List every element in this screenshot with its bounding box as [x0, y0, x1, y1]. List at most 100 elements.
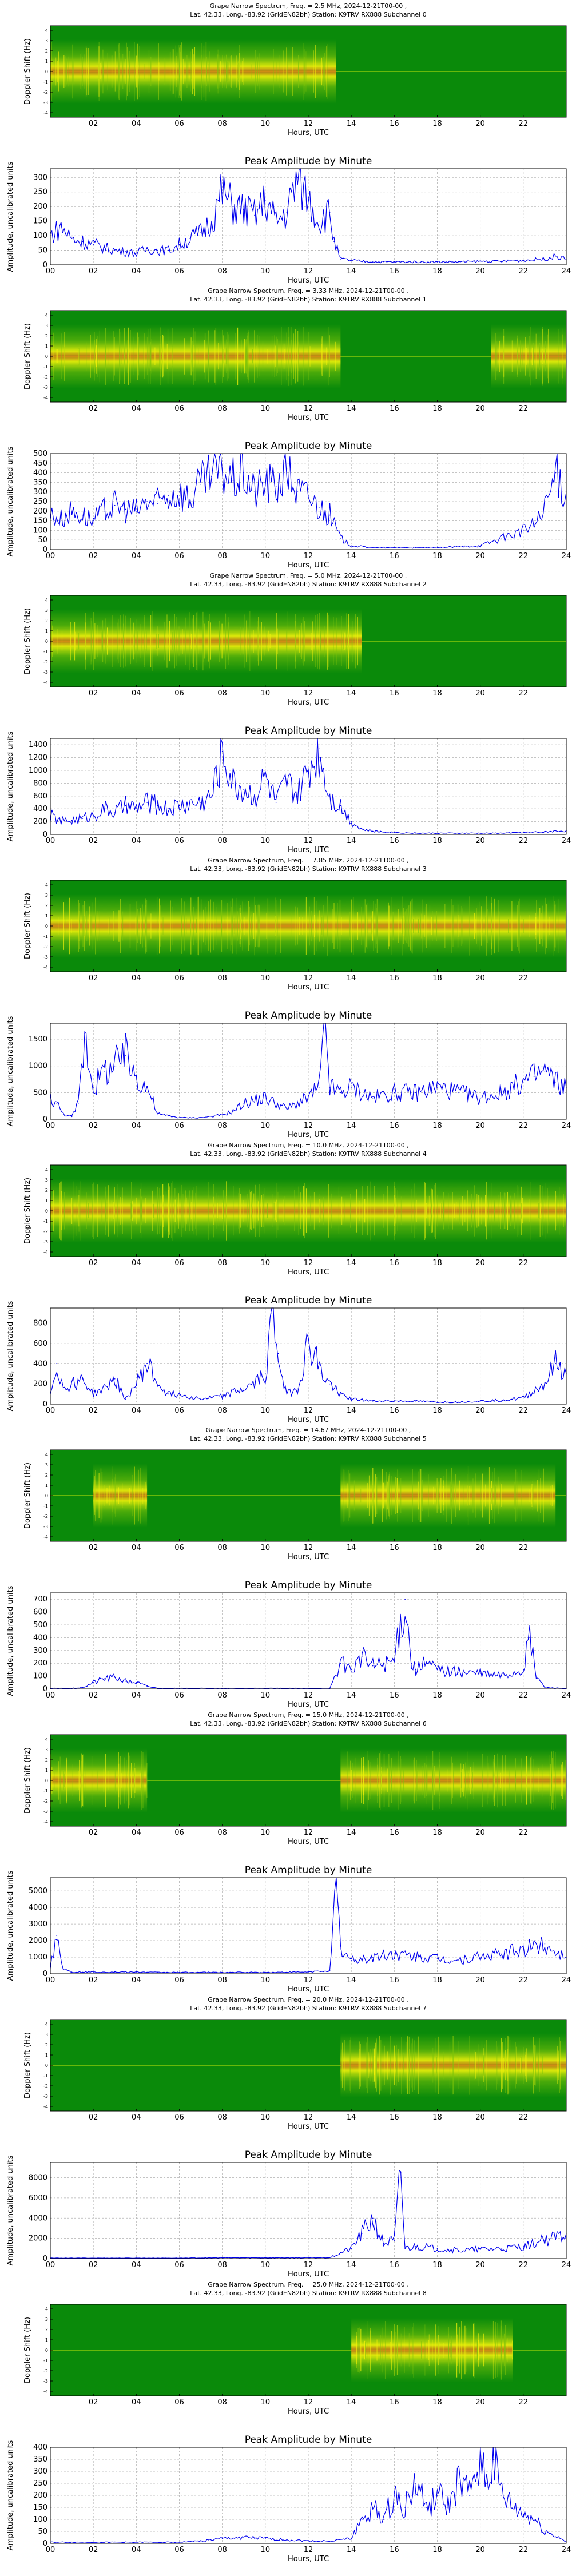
amplitude-point — [329, 1383, 331, 1385]
x-tick-label: 10 — [261, 1544, 271, 1552]
amplitude-point — [394, 547, 395, 548]
y-tick-label: 3 — [45, 893, 48, 898]
y-tick-label: -4 — [43, 1535, 48, 1540]
x-tick-label: 06 — [174, 837, 184, 845]
amplitude-point — [297, 177, 299, 178]
amplitude-point — [362, 1656, 363, 1657]
x-tick-label: 04 — [132, 1691, 141, 1700]
amplitude-point — [82, 514, 84, 516]
y-tick-label: -3 — [43, 2379, 48, 2384]
amplitude-point — [351, 1398, 352, 1400]
amplitude-point — [60, 518, 62, 520]
y-tick-label: 0 — [43, 1970, 47, 1978]
amplitude-point — [146, 1685, 148, 1687]
amplitude-point — [104, 247, 105, 248]
amplitude-point — [168, 495, 169, 496]
amplitude-point — [372, 1400, 374, 1402]
x-axis-label: Hours, UTC — [288, 2122, 329, 2131]
x-axis-label: Hours, UTC — [288, 276, 329, 285]
spectrogram-title-line1: Grape Narrow Spectrum, Freq. = 14.67 MHz… — [206, 1426, 411, 1434]
x-tick-label: 12 — [304, 552, 313, 560]
x-tick-label: 02 — [89, 1259, 98, 1267]
amplitude-point — [458, 832, 459, 834]
x-tick-label: 20 — [475, 404, 485, 413]
x-tick-label: 10 — [261, 2113, 271, 2122]
y-axis-label: Doppler Shift (Hz) — [23, 893, 32, 959]
amplitude-panel: Peak Amplitude by Minute 0 500 1000 1500 00 02… — [6, 1010, 571, 1139]
y-tick-label: 0 — [45, 1778, 48, 1783]
amplitude-point — [523, 832, 524, 833]
x-tick-label: 14 — [347, 267, 356, 276]
amplitude-point — [157, 805, 158, 806]
x-tick-label: 02 — [89, 2261, 98, 2269]
amplitude-point — [71, 1971, 73, 1973]
amplitude-point — [200, 1398, 201, 1400]
x-tick-label: 24 — [562, 1691, 571, 1700]
amplitude-point — [372, 261, 374, 263]
amplitude-panel: Peak Amplitude by Minute0100200300400500… — [6, 1580, 571, 1709]
y-tick-label: 1 — [45, 1483, 48, 1488]
amplitude-point — [436, 1401, 438, 1403]
y-tick-label: 0 — [43, 2539, 47, 2548]
x-tick-label: 02 — [89, 1976, 98, 1985]
amplitude-point — [125, 251, 126, 252]
amplitude-point — [394, 1092, 395, 1094]
x-tick-label: 24 — [562, 267, 571, 276]
y-tick-label: 2 — [45, 618, 48, 623]
amplitude-point — [555, 255, 557, 257]
x-tick-label: 12 — [304, 120, 313, 128]
amplitude-point — [479, 2451, 481, 2453]
x-tick-label: 22 — [519, 1544, 529, 1552]
x-tick-label: 14 — [347, 1406, 356, 1415]
amplitude-point — [555, 1081, 557, 1083]
amplitude-point — [533, 524, 535, 526]
amplitude-point — [221, 1114, 223, 1116]
spectrogram-title-line1: Grape Narrow Spectrum, Freq. = 2.5 MHz, … — [210, 2, 407, 10]
x-tick-label: 16 — [390, 2113, 399, 2122]
y-tick-label: 250 — [33, 498, 47, 506]
amplitude-point — [394, 1660, 395, 1661]
amplitude-point — [501, 1675, 503, 1677]
x-tick-label: 22 — [519, 1976, 529, 1985]
x-axis-label: Hours, UTC — [288, 1553, 329, 1561]
x-axis-label: Hours, UTC — [288, 1131, 329, 1139]
amplitude-point — [336, 1885, 337, 1887]
y-tick-label: 300 — [33, 2467, 47, 2476]
y-tick-label: 3 — [45, 2032, 48, 2037]
y-tick-label: -2 — [43, 375, 48, 380]
amplitude-point — [243, 472, 245, 474]
amplitude-title: Peak Amplitude by Minute — [245, 725, 372, 737]
y-axis-label: Doppler Shift (Hz) — [23, 2032, 32, 2098]
amplitude-point — [458, 2250, 459, 2251]
x-tick-label: 12 — [304, 404, 313, 413]
y-tick-label: 800 — [33, 1319, 47, 1328]
amplitude-point — [340, 1948, 341, 1950]
y-tick-label: -2 — [43, 2368, 48, 2374]
x-tick-label: 14 — [347, 1259, 356, 1267]
x-tick-label: 12 — [304, 1976, 313, 1985]
amplitude-point — [136, 2542, 137, 2543]
x-tick-label: 08 — [217, 1544, 227, 1552]
y-tick-label: 200 — [33, 202, 47, 211]
x-tick-label: 10 — [261, 1406, 271, 1415]
amplitude-point — [136, 808, 137, 809]
amplitude-point — [329, 1970, 331, 1971]
amplitude-point — [447, 2507, 449, 2508]
y-tick-label: -1 — [43, 1504, 48, 1509]
x-tick-label: 12 — [304, 837, 313, 845]
x-axis-label: Hours, UTC — [288, 561, 329, 570]
y-tick-label: 300 — [33, 1647, 47, 1655]
y-tick-label: 350 — [33, 2455, 47, 2464]
y-tick-label: -1 — [43, 2358, 48, 2363]
y-tick-label: -4 — [43, 680, 48, 685]
x-tick-label: 08 — [217, 1976, 227, 1985]
amplitude-point — [125, 1680, 126, 1682]
amplitude-point — [221, 191, 223, 193]
x-tick-label: 00 — [46, 552, 55, 560]
y-tick-label: 4 — [45, 2022, 48, 2027]
amplitude-point — [318, 1087, 320, 1088]
y-tick-label: 0 — [43, 830, 47, 839]
x-tick-label: 08 — [217, 2398, 227, 2407]
amplitude-panel: Peak Amplitude by Minute0100020003000400… — [6, 1865, 571, 1994]
